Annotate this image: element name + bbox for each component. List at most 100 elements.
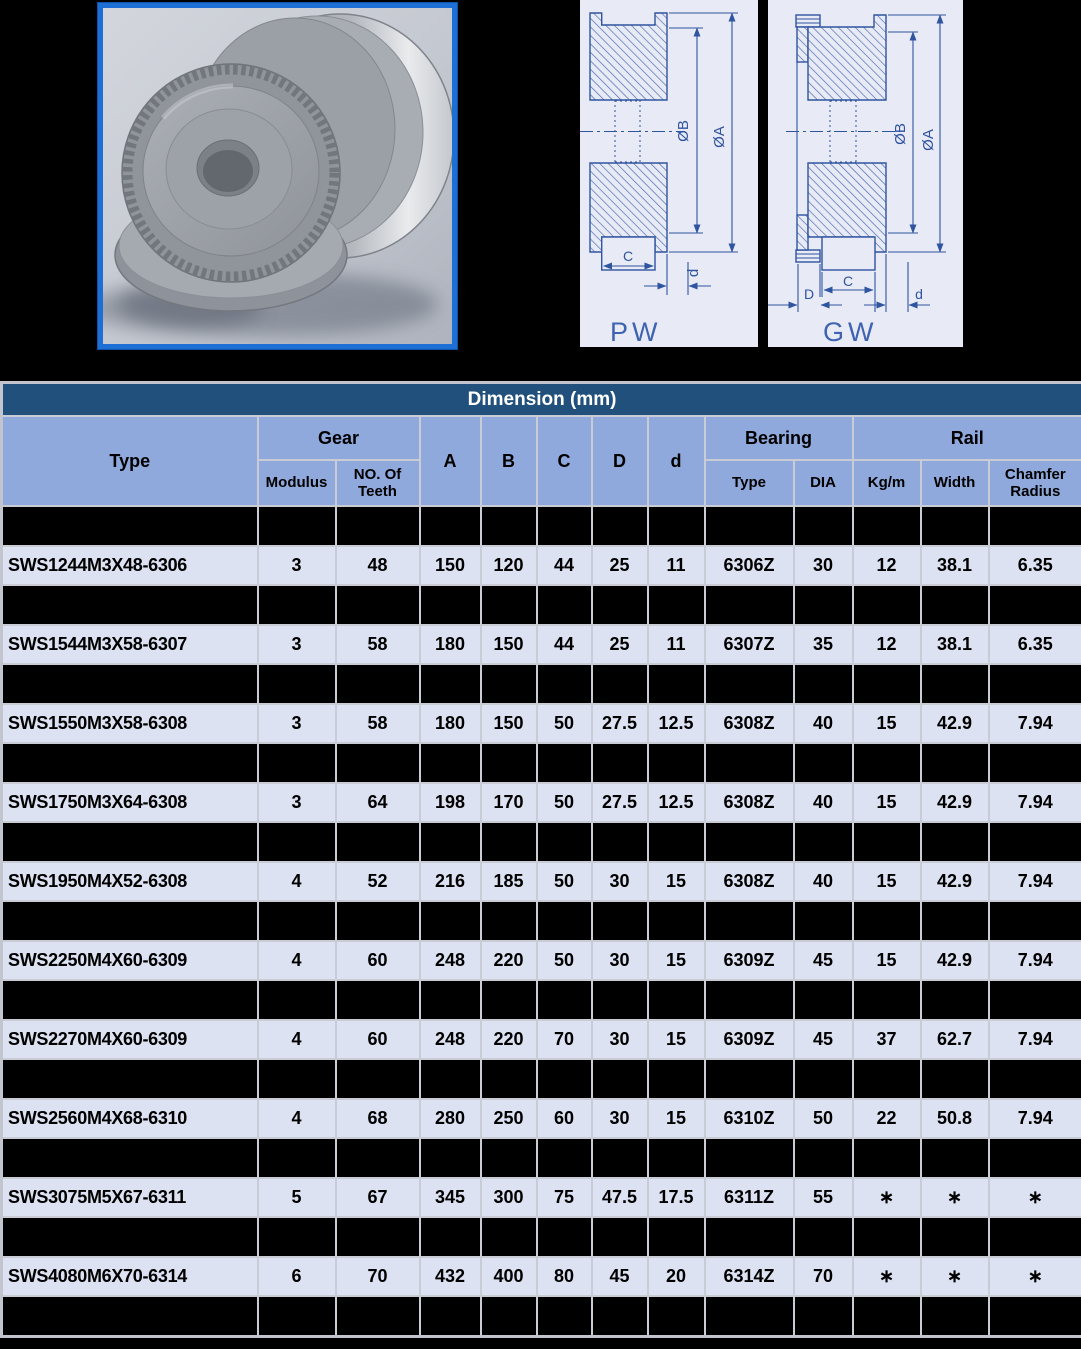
col-header-chamfer: Chamfer Radius	[987, 459, 1081, 507]
separator-cell	[334, 900, 421, 942]
cell-a: 345	[418, 1177, 482, 1218]
separator-cell	[703, 1137, 795, 1179]
table-row: SWS1750M3X64-6308 3 64 198 170 50 27.5 12.5 6308…	[0, 782, 1081, 823]
cell-d_upper: 30	[590, 861, 649, 902]
separator-row	[0, 663, 1081, 705]
cell-b: 400	[479, 1256, 538, 1297]
cell-d_lower: 11	[646, 624, 706, 665]
cell-type: SWS1550M3X58-6308	[0, 703, 259, 744]
cell-d_lower: 17.5	[646, 1177, 706, 1218]
separator-cell	[987, 742, 1081, 784]
separator-cell	[987, 505, 1081, 547]
separator-cell	[646, 742, 706, 784]
col-header-teeth: NO. Of Teeth	[334, 459, 421, 507]
cell-bearing_dia: 40	[792, 703, 854, 744]
separator-cell	[256, 900, 337, 942]
pw-caption: PW	[610, 317, 662, 347]
cell-width: 42.9	[919, 703, 990, 744]
separator-cell	[590, 821, 649, 863]
cell-teeth: 64	[334, 782, 421, 823]
cell-bearing_type: 6307Z	[703, 624, 795, 665]
table-row: SWS4080M6X70-6314 6 70 432 400 80 45 20 6314Z 70 ∗…	[0, 1256, 1081, 1297]
cell-type: SWS1750M3X64-6308	[0, 782, 259, 823]
separator-cell	[646, 1295, 706, 1338]
cell-d_lower: 12.5	[646, 703, 706, 744]
cell-chamfer: 7.94	[987, 1098, 1081, 1139]
separator-cell	[334, 1137, 421, 1179]
pw-dim-label-outer-dia: ØA	[711, 126, 728, 148]
separator-cell	[590, 900, 649, 942]
separator-cell	[792, 584, 854, 626]
cell-a: 248	[418, 1019, 482, 1060]
cell-teeth: 52	[334, 861, 421, 902]
separator-cell	[535, 742, 593, 784]
cell-b: 170	[479, 782, 538, 823]
separator-cell	[987, 584, 1081, 626]
separator-row	[0, 1295, 1081, 1338]
group-header-bearing: Bearing	[703, 415, 854, 461]
cell-bearing_dia: 45	[792, 1019, 854, 1060]
separator-cell	[987, 1058, 1081, 1100]
separator-cell	[535, 1137, 593, 1179]
separator-cell	[919, 663, 990, 705]
cell-a: 432	[418, 1256, 482, 1297]
separator-cell	[792, 742, 854, 784]
separator-cell	[919, 505, 990, 547]
pw-section-outline	[589, 12, 668, 271]
cell-d_upper: 30	[590, 1019, 649, 1060]
separator-cell	[703, 979, 795, 1021]
separator-cell	[479, 979, 538, 1021]
cell-bearing_type: 6306Z	[703, 545, 795, 586]
cell-kgm: 22	[851, 1098, 922, 1139]
separator-cell	[919, 1295, 990, 1338]
separator-cell	[479, 742, 538, 784]
cell-c: 50	[535, 940, 593, 981]
cell-chamfer: 7.94	[987, 940, 1081, 981]
group-header-gear: Gear	[256, 415, 421, 461]
table-row: SWS1544M3X58-6307 3 58 180 150 44 25 11 6307Z 35 1…	[0, 624, 1081, 665]
separator-cell	[0, 1058, 259, 1100]
separator-cell	[0, 663, 259, 705]
cell-d_lower: 15	[646, 861, 706, 902]
separator-cell	[646, 1137, 706, 1179]
separator-cell	[418, 1058, 482, 1100]
separator-row	[0, 1137, 1081, 1179]
table-title: Dimension (mm)	[0, 381, 1081, 417]
separator-cell	[590, 1295, 649, 1338]
cell-chamfer: 7.94	[987, 782, 1081, 823]
col-header-width: Width	[919, 459, 990, 507]
gw-dim-label-hub: C	[843, 273, 853, 289]
separator-cell	[851, 505, 922, 547]
separator-cell	[334, 663, 421, 705]
separator-cell	[851, 663, 922, 705]
cell-bearing_dia: 30	[792, 545, 854, 586]
cell-a: 280	[418, 1098, 482, 1139]
separator-cell	[590, 1058, 649, 1100]
cell-b: 300	[479, 1177, 538, 1218]
separator-cell	[256, 663, 337, 705]
separator-cell	[334, 1295, 421, 1338]
separator-cell	[0, 979, 259, 1021]
cell-chamfer: 6.35	[987, 624, 1081, 665]
cell-bearing_dia: 40	[792, 861, 854, 902]
table-row: SWS3075M5X67-6311 5 67 345 300 75 47.5 17.5 6311…	[0, 1177, 1081, 1218]
cell-chamfer: 7.94	[987, 703, 1081, 744]
front-gear	[121, 63, 341, 283]
separator-cell	[334, 584, 421, 626]
cell-type: SWS3075M5X67-6311	[0, 1177, 259, 1218]
cell-chamfer: ∗	[987, 1256, 1081, 1297]
separator-cell	[919, 584, 990, 626]
separator-cell	[0, 821, 259, 863]
separator-row	[0, 979, 1081, 1021]
cell-c: 44	[535, 624, 593, 665]
gw-hub-box	[821, 236, 876, 271]
cell-d_lower: 12.5	[646, 782, 706, 823]
separator-cell	[792, 1137, 854, 1179]
separator-cell	[535, 1216, 593, 1258]
separator-cell	[703, 584, 795, 626]
separator-cell	[479, 1295, 538, 1338]
separator-cell	[334, 979, 421, 1021]
separator-cell	[851, 1137, 922, 1179]
separator-cell	[334, 1216, 421, 1258]
cell-b: 150	[479, 624, 538, 665]
